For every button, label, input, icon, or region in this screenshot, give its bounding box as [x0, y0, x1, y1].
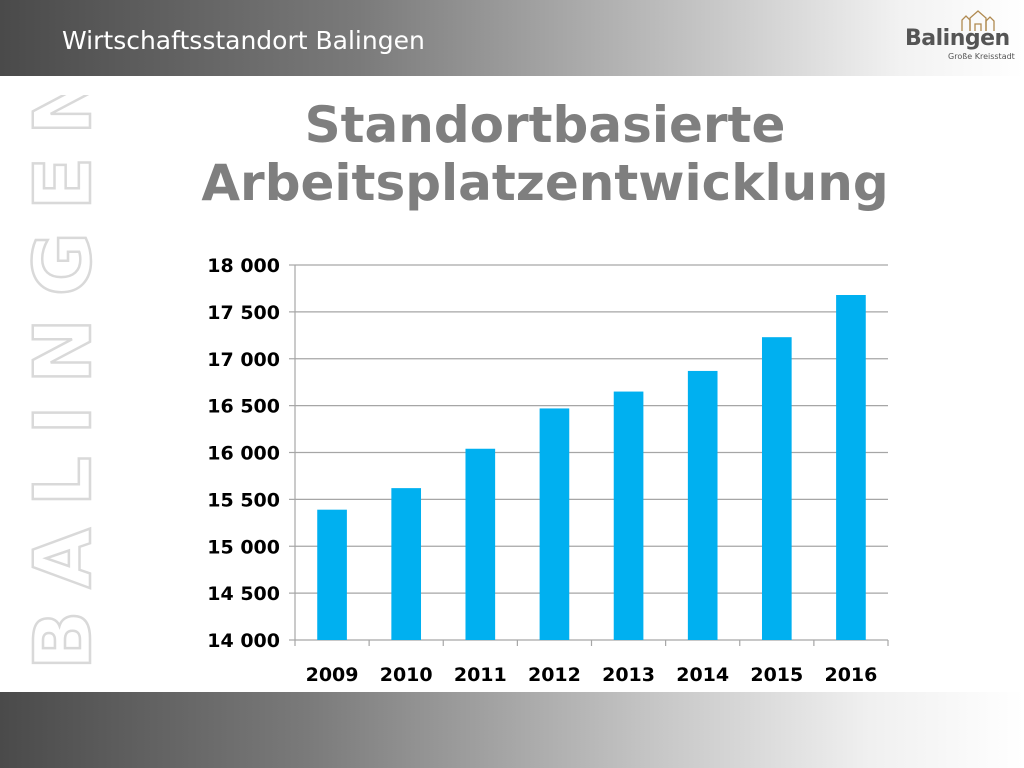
x-tick-label: 2016	[824, 664, 877, 686]
bar-2014	[687, 370, 718, 640]
x-tick-label: 2010	[380, 664, 433, 686]
header-title: Wirtschaftsstandort Balingen	[62, 26, 425, 55]
bar-2011	[465, 448, 496, 640]
y-tick-label: 14 000	[207, 630, 280, 652]
y-tick-label: 17 500	[207, 302, 280, 324]
x-tick-label: 2015	[750, 664, 803, 686]
x-tick-label: 2009	[306, 664, 359, 686]
bar-2013	[613, 391, 644, 640]
side-watermark: BALINGEN	[20, 95, 100, 671]
chart-title: Standortbasierte Arbeitsplatzentwicklung	[201, 96, 889, 212]
y-tick-label: 16 000	[207, 443, 280, 465]
x-tick-label: 2013	[602, 664, 655, 686]
x-tick-label: 2011	[454, 664, 507, 686]
y-tick-label: 17 000	[207, 349, 280, 371]
logo-subtitle: Große Kreisstadt	[948, 52, 1015, 61]
bar-2012	[539, 408, 570, 640]
bar-2009	[317, 509, 347, 640]
x-tick-label: 2014	[676, 664, 729, 686]
logo-wordmark: Balingen	[905, 26, 1010, 51]
y-tick-label: 15 000	[207, 536, 280, 558]
bar-2016	[836, 295, 866, 640]
y-tick-label: 18 000	[207, 255, 280, 277]
watermark-text: BALINGEN	[20, 95, 100, 670]
header-bar: Wirtschaftsstandort Balingen	[0, 0, 1024, 76]
x-tick-label: 2012	[528, 664, 581, 686]
bar-2015	[761, 337, 792, 640]
y-tick-label: 16 500	[207, 396, 280, 418]
y-tick-label: 15 500	[207, 489, 280, 511]
castle-icon	[961, 10, 995, 31]
balingen-logo: Balingen Große Kreisstadt	[900, 10, 1015, 70]
bar-2010	[391, 488, 422, 640]
y-tick-label: 14 500	[207, 583, 280, 605]
footer-bar	[0, 692, 1024, 768]
